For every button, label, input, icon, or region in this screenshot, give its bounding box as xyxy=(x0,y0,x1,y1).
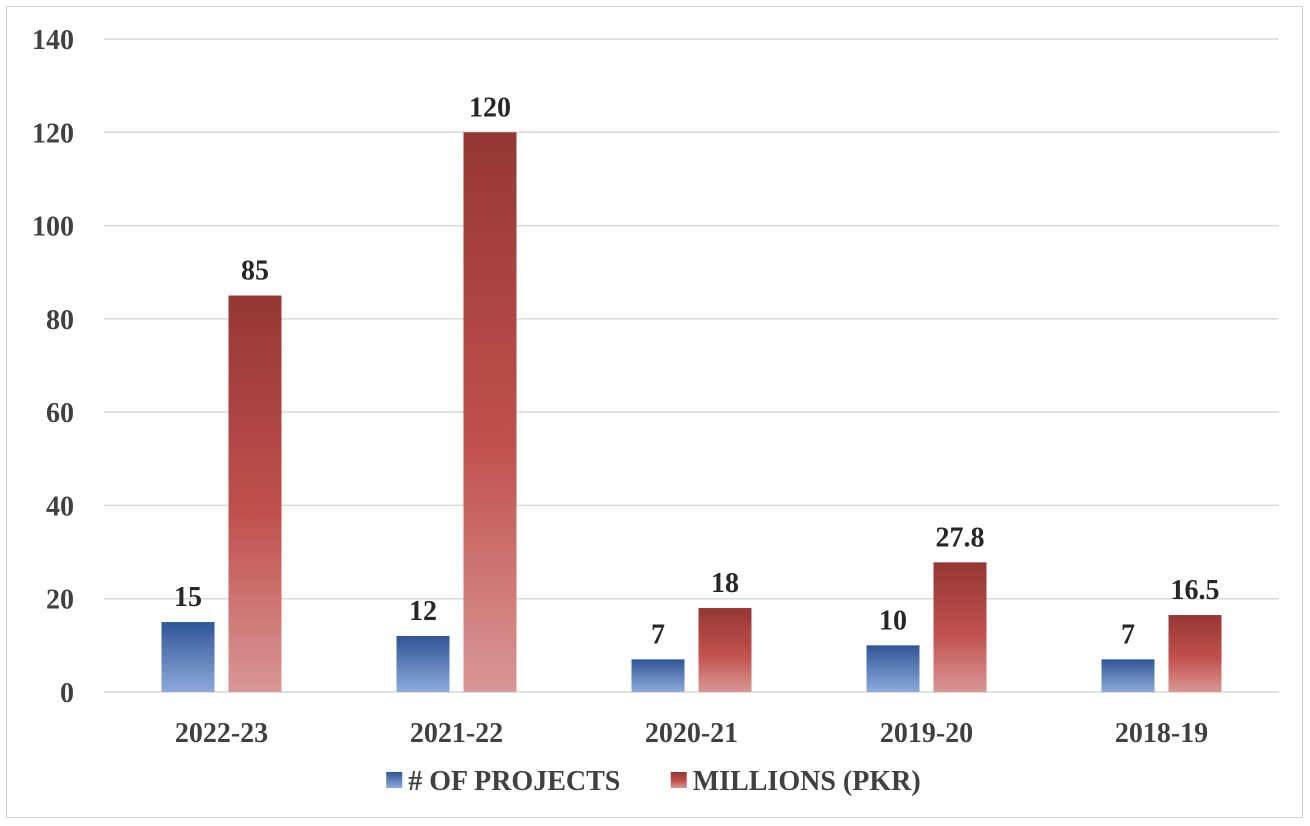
y-axis-ticks: 0 20 40 60 80 100 120 140 xyxy=(32,25,74,709)
bar xyxy=(1101,659,1155,692)
y-tick-label: 20 xyxy=(46,585,74,616)
bar xyxy=(866,645,920,692)
bars xyxy=(161,132,1222,693)
y-tick-label: 100 xyxy=(32,212,74,243)
y-tick-label: 140 xyxy=(32,25,74,56)
data-label: 85 xyxy=(241,256,269,287)
data-label: 12 xyxy=(409,596,437,627)
y-tick-label: 120 xyxy=(32,118,74,149)
y-tick-label: 40 xyxy=(46,491,74,522)
x-tick-label: 2021-22 xyxy=(410,718,503,749)
x-tick-label: 2022-23 xyxy=(175,718,268,749)
legend: # OF PROJECTS MILLIONS (PKR) xyxy=(386,766,921,797)
y-tick-label: 80 xyxy=(46,305,74,336)
bar xyxy=(631,659,685,692)
y-tick-label: 0 xyxy=(60,678,74,709)
bar xyxy=(463,132,517,693)
data-label: 10 xyxy=(879,605,907,636)
x-axis-categories: 2022-23 2021-22 2020-21 2019-20 2018-19 xyxy=(175,718,1208,749)
data-label: 120 xyxy=(469,92,511,123)
legend-swatch xyxy=(670,772,687,788)
data-label: 18 xyxy=(711,568,739,599)
x-tick-label: 2018-19 xyxy=(1115,718,1208,749)
data-label: 16.5 xyxy=(1171,575,1220,606)
data-labels: 15 85 12 120 7 18 10 27.8 7 16.5 xyxy=(174,92,1220,650)
bar xyxy=(1168,615,1222,692)
data-label: 7 xyxy=(1121,619,1135,650)
legend-label: MILLIONS (PKR) xyxy=(693,766,921,797)
x-tick-label: 2019-20 xyxy=(880,718,973,749)
bar xyxy=(933,562,987,692)
legend-label: # OF PROJECTS xyxy=(408,766,620,797)
data-label: 7 xyxy=(651,619,665,650)
data-label: 27.8 xyxy=(936,522,985,553)
x-tick-label: 2020-21 xyxy=(645,718,738,749)
bar xyxy=(698,608,752,692)
legend-swatch xyxy=(386,772,403,788)
y-tick-label: 60 xyxy=(46,398,74,429)
gridlines xyxy=(104,38,1279,693)
bar xyxy=(228,295,282,692)
bar xyxy=(396,636,450,692)
bar xyxy=(161,622,215,692)
data-label: 15 xyxy=(174,582,202,613)
